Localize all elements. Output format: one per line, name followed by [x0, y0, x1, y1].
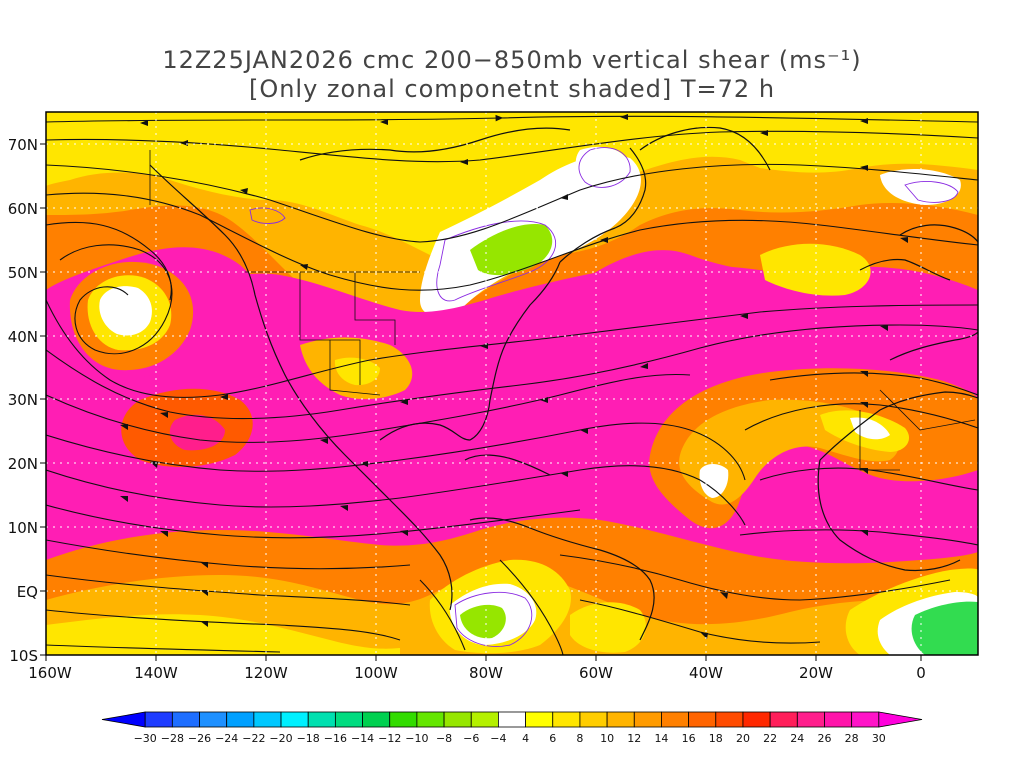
colorbar-swatch [661, 711, 690, 728]
lon-label-160w: 160W [28, 664, 72, 682]
colorbar-tick-label: −4 [490, 732, 506, 745]
colorbar-tick-label: 6 [549, 732, 556, 745]
coastlines [149, 126, 978, 641]
colorbar-tick-label: −12 [378, 732, 401, 745]
lon-label-100w: 100W [354, 664, 398, 682]
colorbar-tick-label: 10 [600, 732, 614, 745]
colorbar-labels: −30 −28 −26 −24 −22 −20 −18 −16 −14 −12 −10 −8 −6 −4 4… [134, 732, 886, 745]
graticule [46, 112, 978, 655]
colorbar-swatch [307, 711, 336, 728]
lat-label-10n: 10N [8, 519, 38, 537]
colorbar-swatch [769, 711, 798, 728]
lon-label-140w: 140W [134, 664, 178, 682]
tick-marks [40, 143, 922, 661]
colorbar-swatch [443, 711, 472, 728]
lat-label-20n: 20N [8, 455, 38, 473]
shading-layer [46, 112, 978, 655]
map-title-line1: 12Z25JAN2026 cmc 200−850mb vertical shea… [162, 46, 862, 74]
lat-label-70n: 70N [8, 136, 38, 154]
colorbar-tick-label: −16 [324, 732, 347, 745]
map-frame [45, 111, 979, 656]
colorbar-tick-label: 20 [736, 732, 750, 745]
colorbar-tick-label: 24 [790, 732, 804, 745]
lon-label-0: 0 [916, 664, 926, 682]
lat-label-40n: 40N [8, 328, 38, 346]
colorbar-swatch [498, 711, 526, 728]
colorbar-swatch [796, 711, 825, 728]
colorbar-tick-label: 4 [522, 732, 529, 745]
colorbar [101, 711, 923, 728]
colorbar-swatch [851, 711, 880, 728]
colorbar-swatch [742, 711, 771, 728]
lon-label-120w: 120W [244, 664, 288, 682]
colorbar-swatch [171, 711, 200, 728]
lat-label-60n: 60N [8, 200, 38, 218]
colorbar-tick-label: 30 [872, 732, 886, 745]
colorbar-tick-label: 26 [817, 732, 831, 745]
lat-label-50n: 50N [8, 264, 38, 282]
colorbar-tick-label: −22 [242, 732, 265, 745]
lon-label-20w: 20W [799, 664, 833, 682]
colorbar-swatch [334, 711, 363, 728]
colorbar-tick-label: −8 [436, 732, 452, 745]
colorbar-swatch [199, 711, 228, 728]
colorbar-tick-label: −10 [405, 732, 428, 745]
colorbar-swatch [525, 711, 554, 728]
map-title-line2: [Only zonal componetnt shaded] T=72 h [248, 75, 776, 103]
colorbar-tick-label: −30 [134, 732, 157, 745]
lon-label-40w: 40W [689, 664, 723, 682]
lat-label-30n: 30N [8, 391, 38, 409]
colorbar-swatch [552, 711, 581, 728]
colorbar-swatch [362, 711, 391, 728]
colorbar-tick-label: 14 [654, 732, 668, 745]
colorbar-swatch [579, 711, 608, 728]
colorbar-tick-label: −14 [351, 732, 374, 745]
colorbar-swatch [280, 711, 309, 728]
colorbar-swatch [715, 711, 744, 728]
colorbar-swatch [101, 711, 146, 728]
colorbar-tick-label: −18 [297, 732, 320, 745]
colorbar-swatch [470, 711, 499, 728]
colorbar-tick-label: 18 [709, 732, 723, 745]
lon-label-80w: 80W [469, 664, 503, 682]
colorbar-tick-label: −24 [215, 732, 238, 745]
colorbar-swatch [226, 711, 255, 728]
colorbar-tick-label: −6 [463, 732, 479, 745]
colorbar-swatch [389, 711, 418, 728]
streamlines [46, 114, 978, 655]
lat-label-eq: EQ [17, 583, 38, 601]
colorbar-swatch [606, 711, 635, 728]
colorbar-tick-label: 16 [682, 732, 696, 745]
colorbar-tick-label: 22 [763, 732, 777, 745]
lon-label-60w: 60W [579, 664, 613, 682]
colorbar-swatch [824, 711, 853, 728]
colorbar-tick-label: 28 [845, 732, 859, 745]
colorbar-swatch [688, 711, 717, 728]
colorbar-tick-label: −26 [188, 732, 211, 745]
colorbar-tick-label: −20 [269, 732, 292, 745]
colorbar-swatch [878, 711, 923, 728]
colorbar-swatch [633, 711, 662, 728]
colorbar-tick-label: −28 [161, 732, 184, 745]
lat-label-10s: 10S [9, 647, 38, 665]
colorbar-tick-label: 12 [627, 732, 641, 745]
colorbar-swatch [416, 711, 445, 728]
colorbar-swatch [144, 711, 173, 728]
colorbar-tick-label: 8 [576, 732, 583, 745]
colorbar-swatch [253, 711, 282, 728]
